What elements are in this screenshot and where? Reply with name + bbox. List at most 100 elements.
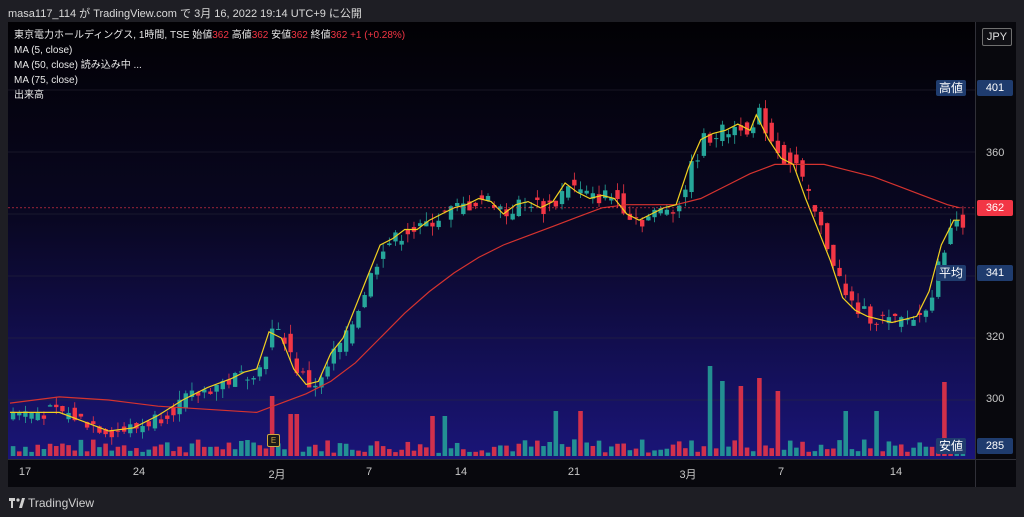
- volume-bar: [109, 450, 115, 456]
- footer-brand[interactable]: TradingView: [28, 496, 95, 510]
- volume-bar: [787, 440, 793, 456]
- volume-bar: [177, 446, 182, 456]
- legend-volume[interactable]: 出来高: [14, 90, 44, 101]
- candle-body: [707, 133, 713, 143]
- candle-body: [491, 205, 497, 208]
- volume-bar: [16, 451, 22, 456]
- candle-body: [454, 203, 460, 207]
- candle-body: [424, 221, 429, 227]
- candle-body: [763, 108, 768, 134]
- volume-bar: [750, 451, 756, 456]
- candle-body: [91, 421, 96, 425]
- volume-bar: [590, 445, 596, 456]
- candle-body: [269, 328, 275, 348]
- volume-bar: [763, 445, 768, 456]
- candle-body: [257, 367, 262, 377]
- volume-bar: [683, 448, 688, 456]
- volume-bar: [282, 449, 287, 456]
- volume-bar: [90, 439, 96, 456]
- volume-bar: [609, 446, 614, 456]
- legend-ma5[interactable]: MA (5, close): [14, 45, 73, 56]
- volume-bar: [152, 446, 158, 456]
- volume-bar: [294, 414, 300, 456]
- legend-ma50[interactable]: MA (50, close) 読み込み中 ...: [14, 60, 142, 71]
- candle-body: [892, 313, 898, 316]
- candle-body: [911, 319, 916, 326]
- candle-body: [171, 407, 176, 416]
- volume-bar: [843, 411, 849, 456]
- header-text: masa117_114 が TradingView.com で 3月 16, 2…: [8, 8, 362, 20]
- volume-bar: [528, 446, 534, 456]
- candle-body: [683, 189, 688, 198]
- chart-area[interactable]: [8, 22, 975, 459]
- legend-high-label: 高値: [231, 30, 252, 41]
- candle-body: [670, 212, 676, 214]
- earnings-icon[interactable]: E: [267, 434, 280, 447]
- volume-bar: [263, 448, 269, 456]
- candle-body: [202, 389, 207, 393]
- currency-button[interactable]: JPY: [982, 28, 1012, 46]
- candle-body: [960, 214, 966, 228]
- volume-bar: [886, 441, 892, 456]
- volume-bar: [189, 443, 195, 456]
- volume-bar: [343, 443, 349, 456]
- candle-body: [109, 430, 114, 438]
- volume-bar: [868, 448, 873, 456]
- candle-body: [541, 201, 546, 215]
- volume-bar: [559, 444, 565, 456]
- volume-bar: [874, 411, 879, 456]
- volume-bar: [861, 439, 867, 456]
- candle-body: [103, 428, 108, 435]
- candle-body: [726, 134, 731, 138]
- candle-body: [189, 390, 195, 398]
- candle-body: [325, 366, 330, 377]
- low-tag-label: 安値: [936, 438, 967, 454]
- volume-bar: [103, 443, 108, 456]
- volume-bar: [195, 439, 201, 456]
- candle-body: [738, 125, 744, 131]
- volume-bar: [380, 446, 386, 456]
- time-axis[interactable]: [8, 459, 975, 488]
- tradingview-logo-icon: [9, 498, 25, 508]
- candle-body: [695, 160, 700, 162]
- candle-body: [572, 179, 577, 186]
- candle-body: [417, 223, 423, 227]
- candle-body: [633, 217, 639, 219]
- volume-bar: [800, 441, 805, 456]
- volume-bar: [658, 449, 663, 456]
- volume-bar: [146, 449, 152, 456]
- legend-ma75[interactable]: MA (75, close): [14, 75, 78, 86]
- volume-bar: [578, 411, 583, 456]
- volume-bar: [226, 442, 232, 456]
- ma75-line: [9, 163, 960, 414]
- low-tag-value: 285: [977, 438, 1013, 454]
- candle-body: [115, 430, 121, 432]
- volume-bar: [442, 416, 448, 456]
- candle-body: [504, 209, 509, 217]
- volume-bar: [10, 446, 16, 456]
- volume-bar: [479, 450, 485, 456]
- candle-body: [152, 414, 158, 429]
- volume-bar: [288, 414, 293, 456]
- candle-body: [220, 381, 225, 390]
- volume-bar: [306, 446, 312, 456]
- candle-body: [368, 273, 373, 297]
- volume-bar: [325, 440, 330, 456]
- candle-body: [263, 356, 269, 370]
- candle-body: [300, 371, 306, 373]
- candle-body: [23, 411, 28, 417]
- candle-body: [72, 407, 77, 421]
- volume-bar: [522, 440, 528, 456]
- candle-body: [788, 152, 793, 166]
- candle-body: [405, 229, 411, 235]
- candle-body: [528, 206, 534, 209]
- volume-bar: [621, 443, 626, 456]
- legend-low-label: 安値: [271, 30, 292, 41]
- candle-body: [775, 140, 781, 154]
- last-price-tag: 362: [977, 200, 1013, 216]
- candle-body: [855, 302, 861, 314]
- time-tick-7: 7: [365, 466, 373, 478]
- volume-bar: [596, 440, 602, 456]
- volume-bar: [436, 452, 441, 456]
